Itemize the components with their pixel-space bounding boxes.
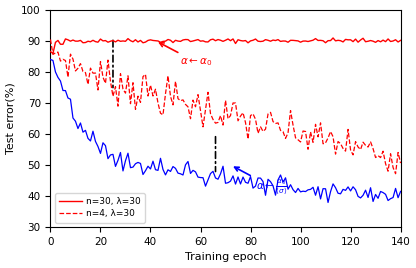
n=4, λ=30 (346, 128, 351, 131)
Line: n=30, λ=30: n=30, λ=30 (50, 38, 401, 54)
Y-axis label: Test error(%): Test error(%) (5, 83, 15, 154)
Text: $\alpha \leftarrow \frac{\alpha_0}{\langle\sigma\rangle}$: $\alpha \leftarrow \frac{\alpha_0}{\lang… (235, 167, 287, 196)
n=30, λ=30 (331, 36, 336, 40)
n=30, λ=30 (351, 40, 356, 43)
Text: $\alpha \leftarrow \alpha_0$: $\alpha \leftarrow \alpha_0$ (160, 43, 213, 68)
n=4, λ=30 (163, 92, 168, 95)
n=30, λ=30 (386, 37, 391, 40)
n=4, λ=30 (381, 150, 386, 153)
n=4, λ=30 (68, 53, 73, 56)
n=30, λ=30 (48, 50, 53, 53)
n=30, λ=30 (358, 38, 363, 42)
n=30, λ=30 (398, 39, 403, 42)
Line: n=4, λ=30: n=4, λ=30 (50, 39, 401, 174)
n=30, λ=30 (70, 38, 75, 42)
n=4, λ=30 (398, 161, 403, 165)
n=4, λ=30 (393, 172, 398, 175)
n=4, λ=30 (50, 53, 55, 56)
Legend: n=30, λ=30, n=4, λ=30: n=30, λ=30, n=4, λ=30 (55, 193, 145, 223)
n=30, λ=30 (53, 41, 58, 44)
n=30, λ=30 (166, 38, 171, 41)
X-axis label: Training epoch: Training epoch (185, 252, 266, 262)
n=4, λ=30 (353, 140, 358, 143)
n=4, λ=30 (48, 38, 53, 41)
n=30, λ=30 (50, 52, 55, 55)
